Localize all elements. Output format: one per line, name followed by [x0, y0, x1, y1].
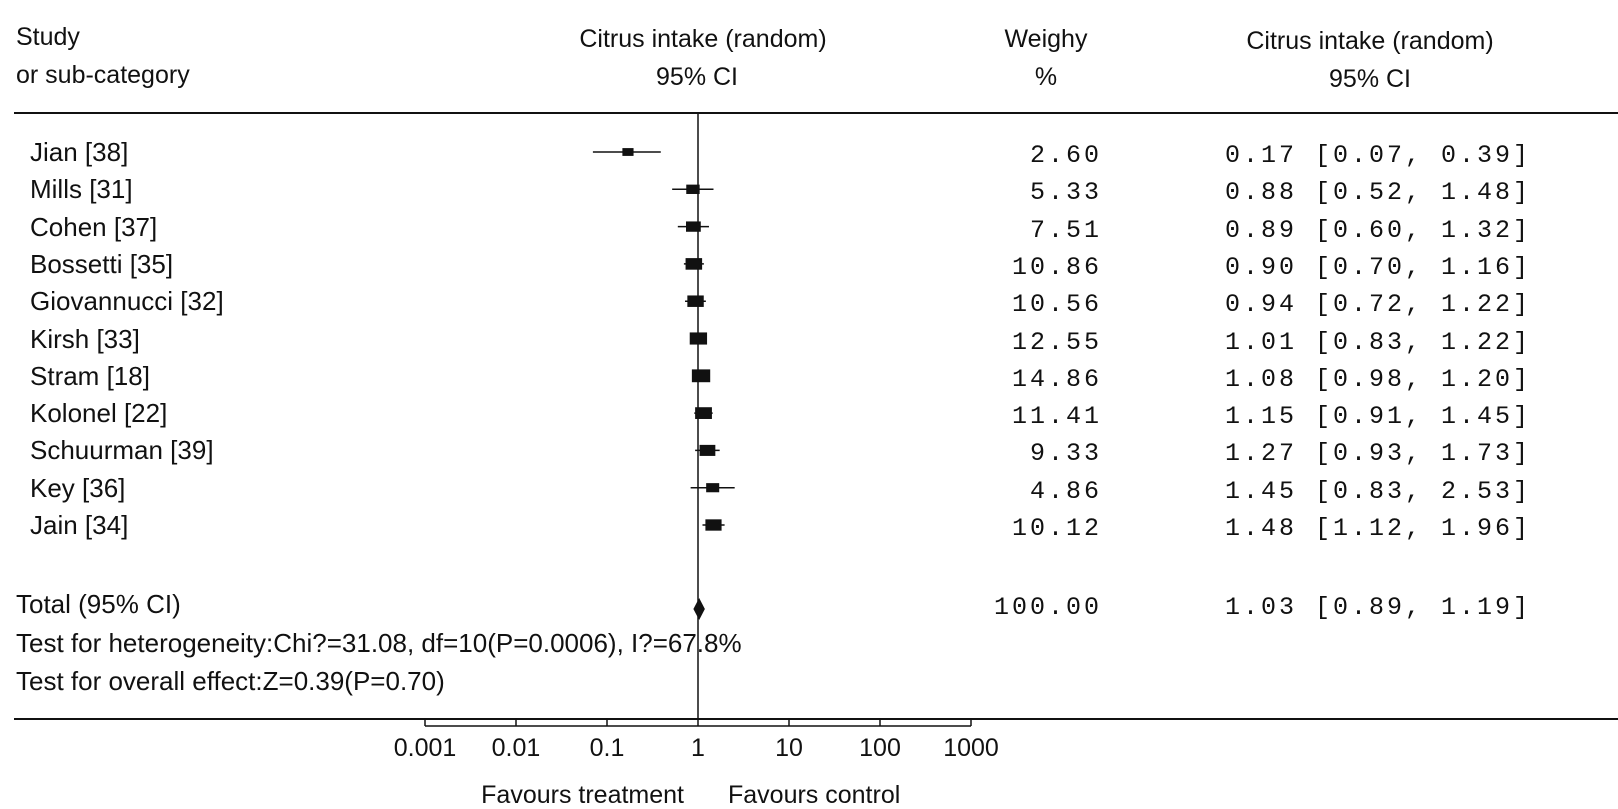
study-ci-text: 0.88 [0.52, 1.48] [1225, 178, 1532, 208]
total-label: Total (95% CI) [16, 589, 181, 619]
study-weight: 10.12 [1011, 514, 1102, 543]
point-estimate [706, 483, 720, 493]
heterogeneity-test: Test for heterogeneity:Chi?=31.08, df=10… [16, 628, 742, 658]
point-estimate [705, 519, 722, 531]
weight-header-line2: % [1034, 63, 1058, 91]
study-weight: 11.41 [1011, 402, 1102, 432]
x-tick-label: 0.1 [590, 734, 625, 762]
point-estimate [685, 258, 703, 270]
study-ci-text: 1.15 [0.91, 1.45] [1225, 402, 1532, 432]
point-estimate [687, 295, 704, 307]
study-header-line2: or sub-category [16, 61, 190, 89]
favours-treatment-label: Favours treatment [481, 781, 684, 809]
footer-rule [14, 718, 1618, 720]
point-estimate [686, 184, 700, 194]
study-weight: 10.86 [1011, 252, 1102, 282]
study-name: Jain [34] [30, 510, 129, 540]
study-ci-text: 0.90 [0.70, 1.16] [1225, 252, 1532, 282]
header-rule [14, 112, 1618, 114]
x-tick-label: 10 [775, 734, 803, 762]
study-ci-text: 1.27 [0.93, 1.73] [1225, 439, 1532, 469]
study-ci-text: 0.94 [0.72, 1.22] [1225, 290, 1532, 320]
study-name: Schuurman [39] [30, 435, 214, 466]
x-tick-label: 1000 [943, 734, 999, 762]
study-name: Key [36] [30, 472, 126, 503]
point-estimate [691, 369, 711, 383]
study-name: Kirsh [33] [30, 323, 140, 354]
study-ci-text: 1.48 [1.12, 1.96] [1225, 514, 1532, 543]
study-header-line1: Study [16, 23, 80, 51]
favours-control-label: Favours control [728, 781, 900, 809]
ci-header-line2: 95% CI [1329, 65, 1411, 93]
study-weight: 9.33 [1029, 439, 1102, 469]
point-estimate [695, 407, 712, 419]
study-weight: 12.55 [1011, 327, 1102, 357]
study-weight: 4.86 [1029, 476, 1102, 506]
plot-header-line2: 95% CI [656, 63, 738, 91]
study-ci-text: 1.08 [0.98, 1.20] [1225, 364, 1532, 394]
study-weight: 2.60 [1029, 141, 1102, 170]
study-name: Mills [31] [30, 174, 133, 205]
study-name: Stram [18] [30, 360, 150, 391]
total-ci-text: 1.03 [0.89, 1.19] [1225, 593, 1532, 622]
study-weight: 10.56 [1011, 290, 1102, 320]
study-ci-text: 1.45 [0.83, 2.53] [1225, 476, 1532, 506]
point-estimate [699, 444, 716, 456]
ci-header-line1: Citrus intake (random) [1246, 27, 1494, 55]
point-estimate [686, 221, 701, 232]
x-tick-label: 1 [691, 734, 705, 762]
total-weight: 100.00 [993, 593, 1102, 622]
x-tick-label: 0.01 [492, 734, 541, 762]
study-weight: 5.33 [1029, 178, 1102, 208]
study-ci-text: 1.01 [0.83, 1.22] [1225, 327, 1532, 357]
study-ci-text: 0.89 [0.60, 1.32] [1225, 215, 1532, 245]
x-tick-label: 100 [859, 734, 901, 762]
study-name: Giovannucci [32] [30, 286, 224, 317]
total-diamond [693, 598, 705, 620]
study-weight: 14.86 [1011, 364, 1102, 394]
weight-header-line1: Weighy [1004, 25, 1088, 53]
study-name: Cohen [37] [30, 211, 158, 242]
point-estimate [689, 332, 708, 345]
study-weight: 7.51 [1029, 215, 1102, 245]
study-ci-text: 0.17 [0.07, 0.39] [1225, 141, 1532, 170]
study-name: Jian [38] [30, 137, 129, 167]
x-tick-label: 0.001 [394, 734, 457, 762]
plot-header-line1: Citrus intake (random) [579, 25, 827, 53]
study-name: Kolonel [22] [30, 398, 168, 429]
study-name: Bossetti [35] [30, 248, 174, 279]
overall-effect-test: Test for overall effect:Z=0.39(P=0.70) [16, 666, 445, 696]
point-estimate [622, 148, 634, 156]
